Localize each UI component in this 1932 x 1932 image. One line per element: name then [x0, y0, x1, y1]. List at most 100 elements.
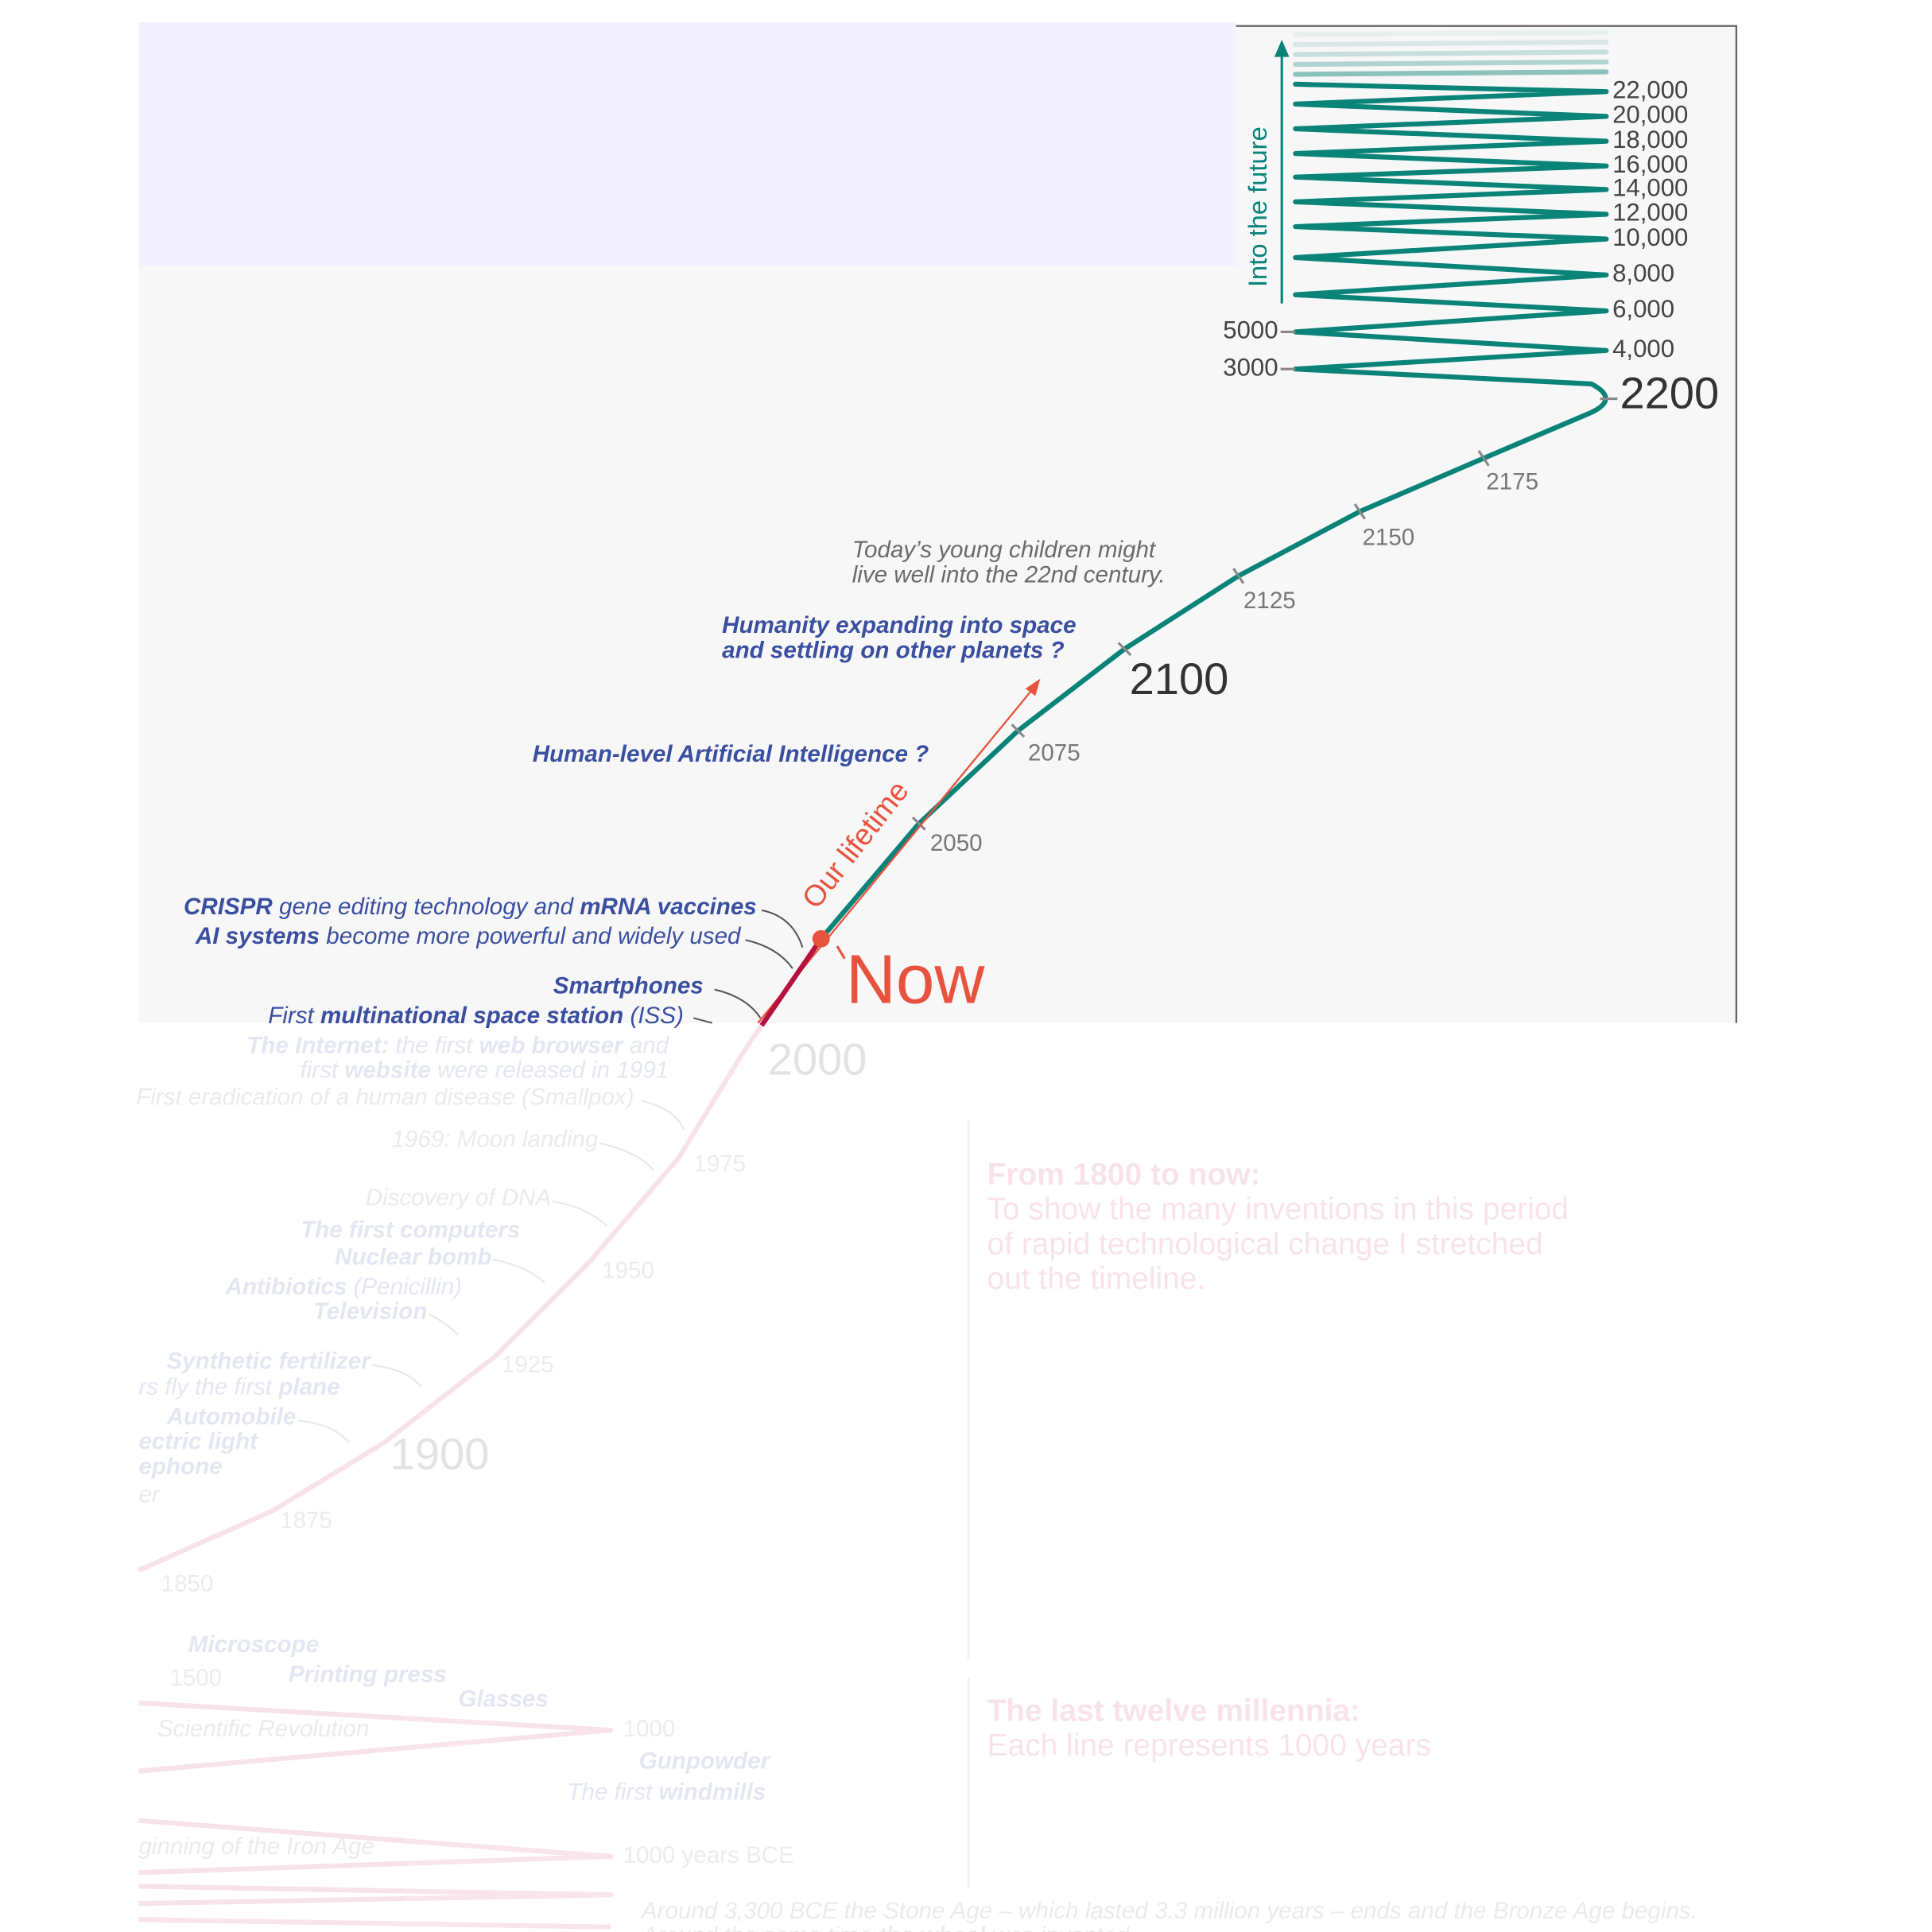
axis-label: Into the future — [1243, 126, 1272, 287]
annotation-part: Scientific Revolution — [157, 1716, 369, 1742]
future-tick-label: 8,000 — [1612, 259, 1674, 287]
year-label: 1850 — [161, 1571, 214, 1597]
annotation: Humanity expanding into space — [722, 612, 1076, 638]
annotation-part: Automobile — [166, 1403, 297, 1430]
year-label: 1900 — [390, 1429, 490, 1479]
year-label: 2100 — [1130, 654, 1229, 704]
year-label: 1875 — [280, 1507, 332, 1534]
annotation: Automobile — [166, 1403, 297, 1430]
annotation-part: ginning of the Iron Age — [138, 1833, 374, 1860]
annotation-part: were released in 1991 — [431, 1057, 669, 1083]
section-text: Each line represents 1000 years — [987, 1728, 1430, 1763]
future-tick-label: 5000 — [1223, 316, 1278, 344]
annotation-part: mRNA vaccines — [580, 894, 756, 920]
year-label: 2000 — [768, 1034, 867, 1084]
annotation: Around the same time the wheel was inven… — [640, 1922, 1135, 1932]
annotation-part: Around the same time — [640, 1922, 879, 1932]
annotation: and settling on other planets ? — [722, 637, 1065, 663]
annotation: Smartphones — [553, 972, 704, 999]
annotation-part: website — [344, 1057, 431, 1083]
annotation-part: The first computers — [301, 1216, 520, 1243]
annotation-part: plane — [277, 1374, 339, 1400]
year-label: 2175 — [1486, 468, 1538, 495]
past-arrows — [298, 1100, 685, 1444]
future-tick-label: 22,000 — [1612, 76, 1688, 104]
annotation-part: and settling on other planets ? — [722, 637, 1065, 663]
section-heading: The last twelve millennia: — [987, 1694, 1360, 1728]
panel-border — [1236, 25, 1738, 1023]
annotation-part: (ISS) — [623, 1003, 684, 1029]
annotation-part: first — [301, 1057, 345, 1083]
now-dot — [812, 929, 830, 948]
now-tick — [836, 945, 846, 960]
end-label: 2200 — [1620, 367, 1719, 417]
annotation-part: Smartphones — [553, 972, 704, 999]
annotation-part: The first — [567, 1779, 658, 1805]
year-label: 1925 — [502, 1352, 554, 1378]
annotation-part: First eradication of a human disease (Sm… — [136, 1084, 634, 1110]
annotation-part: ectric light — [138, 1429, 258, 1455]
annotation-part: Human-level Artificial Intelligence ? — [533, 741, 929, 767]
annotation: CRISPR gene editing technology and mRNA … — [184, 894, 757, 920]
annotation: ginning of the Iron Age — [138, 1833, 374, 1860]
annotation-arrows — [693, 909, 804, 1024]
annotation: er — [138, 1482, 160, 1508]
now-label: Now — [846, 941, 985, 1018]
annotation-part: windmills — [658, 1779, 766, 1805]
annotation-part: rs fly the first — [138, 1374, 278, 1400]
recent-line — [759, 937, 824, 1027]
annotation: Around 3,300 BCE the Stone Age – which l… — [640, 1898, 1697, 1924]
annotation-part: become more powerful and widely used — [320, 923, 742, 949]
future-tick-label: 16,000 — [1612, 150, 1688, 178]
annotation-part: AI systems — [195, 923, 320, 949]
annotation-part: the wheel — [878, 1922, 986, 1932]
annotation: 1969: Moon landing — [392, 1126, 599, 1152]
annotation-part: Microscope — [188, 1631, 319, 1658]
annotation-part: er — [138, 1482, 160, 1508]
annotation-part: Discovery of DNA — [366, 1185, 551, 1211]
annotation: Television — [313, 1298, 428, 1325]
annotation-part: Glasses — [458, 1686, 548, 1713]
annotation-part: multinational space station — [320, 1003, 623, 1029]
annotation-part: Nuclear bomb — [335, 1243, 491, 1270]
annotation: Microscope — [188, 1631, 319, 1658]
annotation: Antibiotics (Penicillin) — [225, 1274, 462, 1300]
annotation: live well into the 22nd century. — [852, 561, 1166, 588]
future-tick-label: 10,000 — [1612, 223, 1688, 251]
annotation-part: Humanity expanding into space — [722, 612, 1076, 638]
annotation: Scientific Revolution — [157, 1716, 369, 1742]
future-tick-label: 18,000 — [1612, 126, 1688, 153]
annotation: Synthetic fertilizer — [166, 1348, 371, 1374]
year-label: 2075 — [1028, 739, 1080, 766]
year-label: 1000 years BCE — [623, 1842, 794, 1868]
faded-past: 2000 1975 1950 1925 1900 1875 1850 1500 1000 1000… — [136, 1024, 1697, 1932]
annotation-part: live well into the 22nd century. — [852, 561, 1166, 588]
future-tick-label: 3000 — [1223, 353, 1278, 381]
annotation-part: ephone — [138, 1453, 222, 1480]
annotation-part: web browser — [479, 1032, 624, 1058]
annotation: First multinational space station (ISS) — [268, 1003, 684, 1029]
annotation: Today’s young children might — [852, 537, 1157, 563]
annotation-part: gene editing technology and — [273, 894, 580, 920]
year-label: 1975 — [693, 1151, 746, 1177]
annotation-part: was invented. — [985, 1922, 1135, 1932]
future-tick-label: 12,000 — [1612, 199, 1688, 227]
annotation: Glasses — [458, 1686, 548, 1713]
annotation-part: The Internet: — [246, 1032, 389, 1058]
annotation: Gunpowder — [639, 1748, 771, 1774]
annotation: AI systems become more powerful and wide… — [195, 923, 742, 949]
annotation-part: CRISPR — [184, 894, 273, 920]
annotation: The first computers — [301, 1216, 520, 1243]
annotation: First eradication of a human disease (Sm… — [136, 1084, 634, 1110]
past-curve — [138, 1024, 764, 1573]
annotation-part: 1969: Moon landing — [392, 1126, 599, 1152]
annotation-part: First — [268, 1003, 320, 1029]
future-fade-lines — [1293, 29, 1609, 77]
annotation-part: (Penicillin) — [347, 1274, 462, 1300]
future-tick-label: 20,000 — [1612, 101, 1688, 129]
year-label: 1950 — [602, 1258, 654, 1284]
year-label: 1000 — [623, 1716, 676, 1742]
annotation-part: the first — [389, 1032, 479, 1058]
annotation: Nuclear bomb — [335, 1243, 491, 1270]
